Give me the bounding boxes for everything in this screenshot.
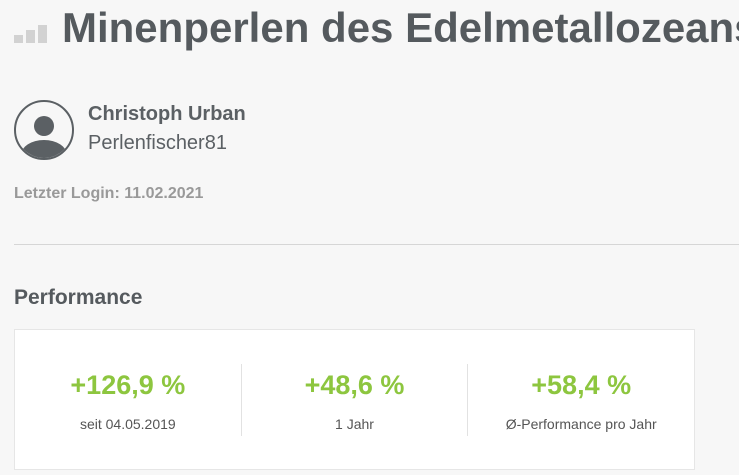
performance-value: +126,9 % <box>70 369 186 400</box>
bar-chart-icon <box>14 23 48 43</box>
last-login-text: Letzter Login: 11.02.2021 <box>14 185 204 202</box>
performance-value: +58,4 % <box>531 369 632 400</box>
performance-item-1-year: +48,6 % 1 Jahr <box>242 363 469 436</box>
user-name[interactable]: Christoph Urban <box>88 103 246 125</box>
profile-text: Christoph Urban Perlenfischer81 <box>88 101 246 159</box>
performance-label: Ø-Performance pro Jahr <box>505 415 657 432</box>
performance-value: +48,6 % <box>304 369 405 400</box>
performance-card: +126,9 % seit 04.05.2019 +48,6 % 1 Jahr … <box>14 329 695 470</box>
performance-label: 1 Jahr <box>335 415 374 432</box>
page-header: Minenperlen des Edelmetallozeans <box>14 4 739 52</box>
divider <box>14 244 739 245</box>
performance-label: seit 04.05.2019 <box>79 415 176 432</box>
user-handle[interactable]: Perlenfischer81 <box>88 132 227 154</box>
user-avatar-icon[interactable] <box>14 100 74 160</box>
page-title: Minenperlen des Edelmetallozeans <box>62 4 739 51</box>
performance-section-title: Performance <box>14 286 143 309</box>
performance-item-since: +126,9 % seit 04.05.2019 <box>15 363 242 436</box>
performance-item-per-year: +58,4 % Ø-Performance pro Jahr <box>468 364 694 436</box>
user-profile: Christoph Urban Perlenfischer81 <box>14 100 246 160</box>
